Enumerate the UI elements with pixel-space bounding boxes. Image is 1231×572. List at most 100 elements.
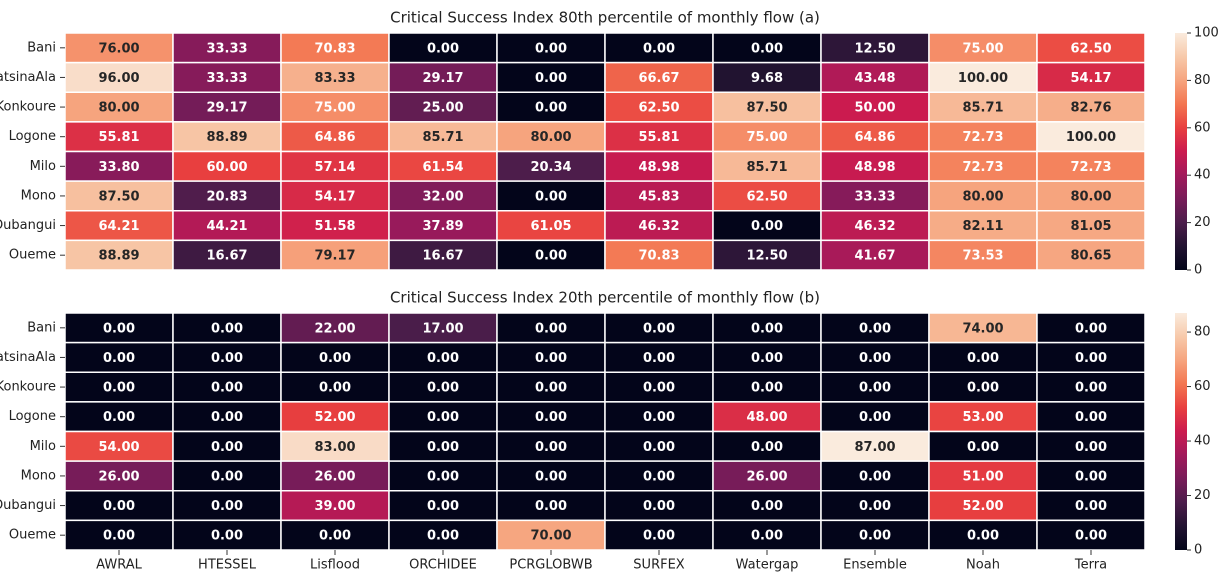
heatmap-cell (712, 519, 822, 551)
y-tick-label: Mono (21, 188, 56, 203)
cell-label: 73.53 (962, 249, 1003, 264)
heatmap-cell (172, 460, 282, 492)
y-tick-label: Milo (30, 439, 56, 454)
heatmap-cell (172, 32, 282, 64)
heatmap-cell (1036, 32, 1146, 64)
heatmap-cell (64, 180, 174, 212)
cell-label: 51.00 (962, 469, 1003, 484)
x-tick-label: Lisflood (310, 558, 360, 572)
heatmap-cell (604, 180, 714, 212)
heatmap-cell (280, 91, 390, 123)
cell-label: 0.00 (427, 41, 459, 56)
cell-label: 48.98 (638, 160, 679, 175)
heatmap-cell (604, 371, 714, 403)
cell-label: 25.00 (422, 101, 463, 116)
heatmap-cell (388, 519, 498, 551)
cell-label: 46.32 (854, 219, 895, 234)
cell-label: 62.50 (746, 189, 787, 204)
cell-label: 87.50 (746, 101, 787, 116)
cell-label: 0.00 (643, 410, 675, 425)
cell-label: 0.00 (643, 499, 675, 514)
heatmap-cell (1036, 61, 1146, 93)
heatmap-cell (388, 401, 498, 433)
heatmap-cell (496, 430, 606, 462)
cell-label: 75.00 (314, 101, 355, 116)
cell-label: 9.68 (751, 71, 783, 86)
heatmap-cell (496, 460, 606, 492)
heatmap-cell (172, 61, 282, 93)
y-tick-label: Oubangui (0, 218, 56, 233)
heatmap-cell (604, 401, 714, 433)
heatmap-cell (604, 210, 714, 242)
cell-label: 0.00 (643, 381, 675, 396)
cell-label: 33.80 (98, 160, 139, 175)
cell-label: 0.00 (859, 529, 891, 544)
chart-title: Critical Success Index 20th percentile o… (390, 289, 820, 307)
cell-label: 0.00 (751, 321, 783, 336)
cell-label: 50.00 (854, 101, 895, 116)
heatmap-cell (928, 430, 1038, 462)
heatmap-cell (496, 180, 606, 212)
heatmap-cell (1036, 430, 1146, 462)
heatmap-cell (388, 180, 498, 212)
cell-label: 82.11 (962, 219, 1003, 234)
cell-label: 80.00 (98, 101, 139, 116)
cell-label: 33.33 (206, 41, 247, 56)
heatmap-cell (1036, 490, 1146, 522)
colorbar (1175, 313, 1187, 550)
cell-label: 32.00 (422, 189, 463, 204)
cell-label: 0.00 (751, 529, 783, 544)
cell-label: 48.00 (746, 410, 787, 425)
colorbar-tick-label: 20 (1194, 215, 1211, 230)
cell-label: 0.00 (1075, 529, 1107, 544)
heatmap-cell (928, 239, 1038, 271)
x-tick-label: Watergap (736, 558, 799, 572)
cell-label: 82.76 (1070, 101, 1111, 116)
colorbar (1175, 33, 1187, 270)
heatmap-cell (388, 61, 498, 93)
cell-label: 0.00 (859, 351, 891, 366)
heatmap-cell (928, 519, 1038, 551)
y-tick-label: Mono (21, 468, 56, 483)
heatmap-cell (820, 239, 930, 271)
cell-label: 0.00 (643, 321, 675, 336)
cell-label: 0.00 (427, 499, 459, 514)
cell-label: 0.00 (535, 71, 567, 86)
y-tick-label: KatsinaAla (0, 70, 56, 85)
y-tick-label: Konkoure (0, 100, 56, 115)
y-tick-label: KatsinaAla (0, 350, 56, 365)
cell-label: 0.00 (643, 41, 675, 56)
heatmap-cell (820, 32, 930, 64)
heatmap-cell (712, 341, 822, 373)
heatmap-cell (928, 150, 1038, 182)
cell-label: 0.00 (211, 351, 243, 366)
cell-label: 0.00 (751, 440, 783, 455)
heatmap-cell (712, 210, 822, 242)
heatmap-cell (388, 341, 498, 373)
heatmap-cell (1036, 91, 1146, 123)
cell-label: 88.89 (206, 130, 247, 145)
cell-label: 0.00 (211, 469, 243, 484)
heatmap-cell (604, 312, 714, 344)
heatmap-cell (604, 519, 714, 551)
cell-label: 0.00 (1075, 499, 1107, 514)
cell-label: 0.00 (103, 410, 135, 425)
heatmap-cell (820, 371, 930, 403)
cell-label: 0.00 (103, 499, 135, 514)
cell-label: 96.00 (98, 71, 139, 86)
cell-label: 80.00 (1070, 189, 1111, 204)
heatmap-cell (712, 490, 822, 522)
y-tick-label: Oueme (9, 248, 56, 263)
cell-label: 0.00 (535, 249, 567, 264)
cell-label: 0.00 (103, 381, 135, 396)
cell-label: 0.00 (751, 381, 783, 396)
cell-label: 0.00 (535, 321, 567, 336)
heatmap-cell (388, 239, 498, 271)
y-tick-label: Logone (9, 409, 56, 424)
cell-label: 0.00 (751, 499, 783, 514)
cell-label: 72.73 (1070, 160, 1111, 175)
cell-label: 0.00 (1075, 321, 1107, 336)
heatmap-cell (820, 210, 930, 242)
cell-label: 88.89 (98, 249, 139, 264)
cell-label: 80.00 (530, 130, 571, 145)
